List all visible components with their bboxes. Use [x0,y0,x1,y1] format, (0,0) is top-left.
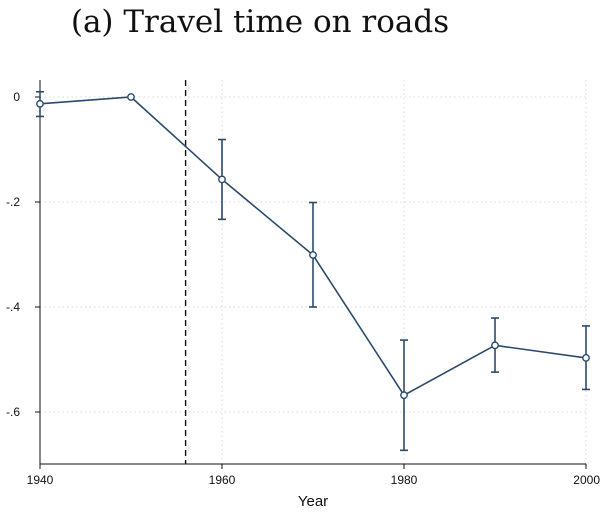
y-tick-label: -.2 [6,195,20,209]
data-point [400,391,408,400]
chart-title: (a) Travel time on roads [70,4,450,40]
x-axis-title: Year [298,493,328,510]
tick-labels: 0 -.2 -.4 -.6 1940 1960 1980 2000 [6,90,600,487]
data-point [36,99,44,108]
axes [35,80,587,469]
data-point [491,341,499,350]
data-point [218,175,226,184]
data-point [309,251,317,259]
y-tick-label: -.6 [6,405,20,419]
y-tick-label: -.4 [6,300,20,314]
series-layer [36,90,590,452]
y-tick-label: 0 [13,90,20,104]
x-tick-label: 1960 [209,473,236,487]
data-point [127,93,135,101]
x-tick-label: 1940 [27,473,54,487]
data-point [582,354,590,362]
x-tick-label: 2000 [573,473,600,487]
x-tick-label: 1980 [391,473,418,487]
